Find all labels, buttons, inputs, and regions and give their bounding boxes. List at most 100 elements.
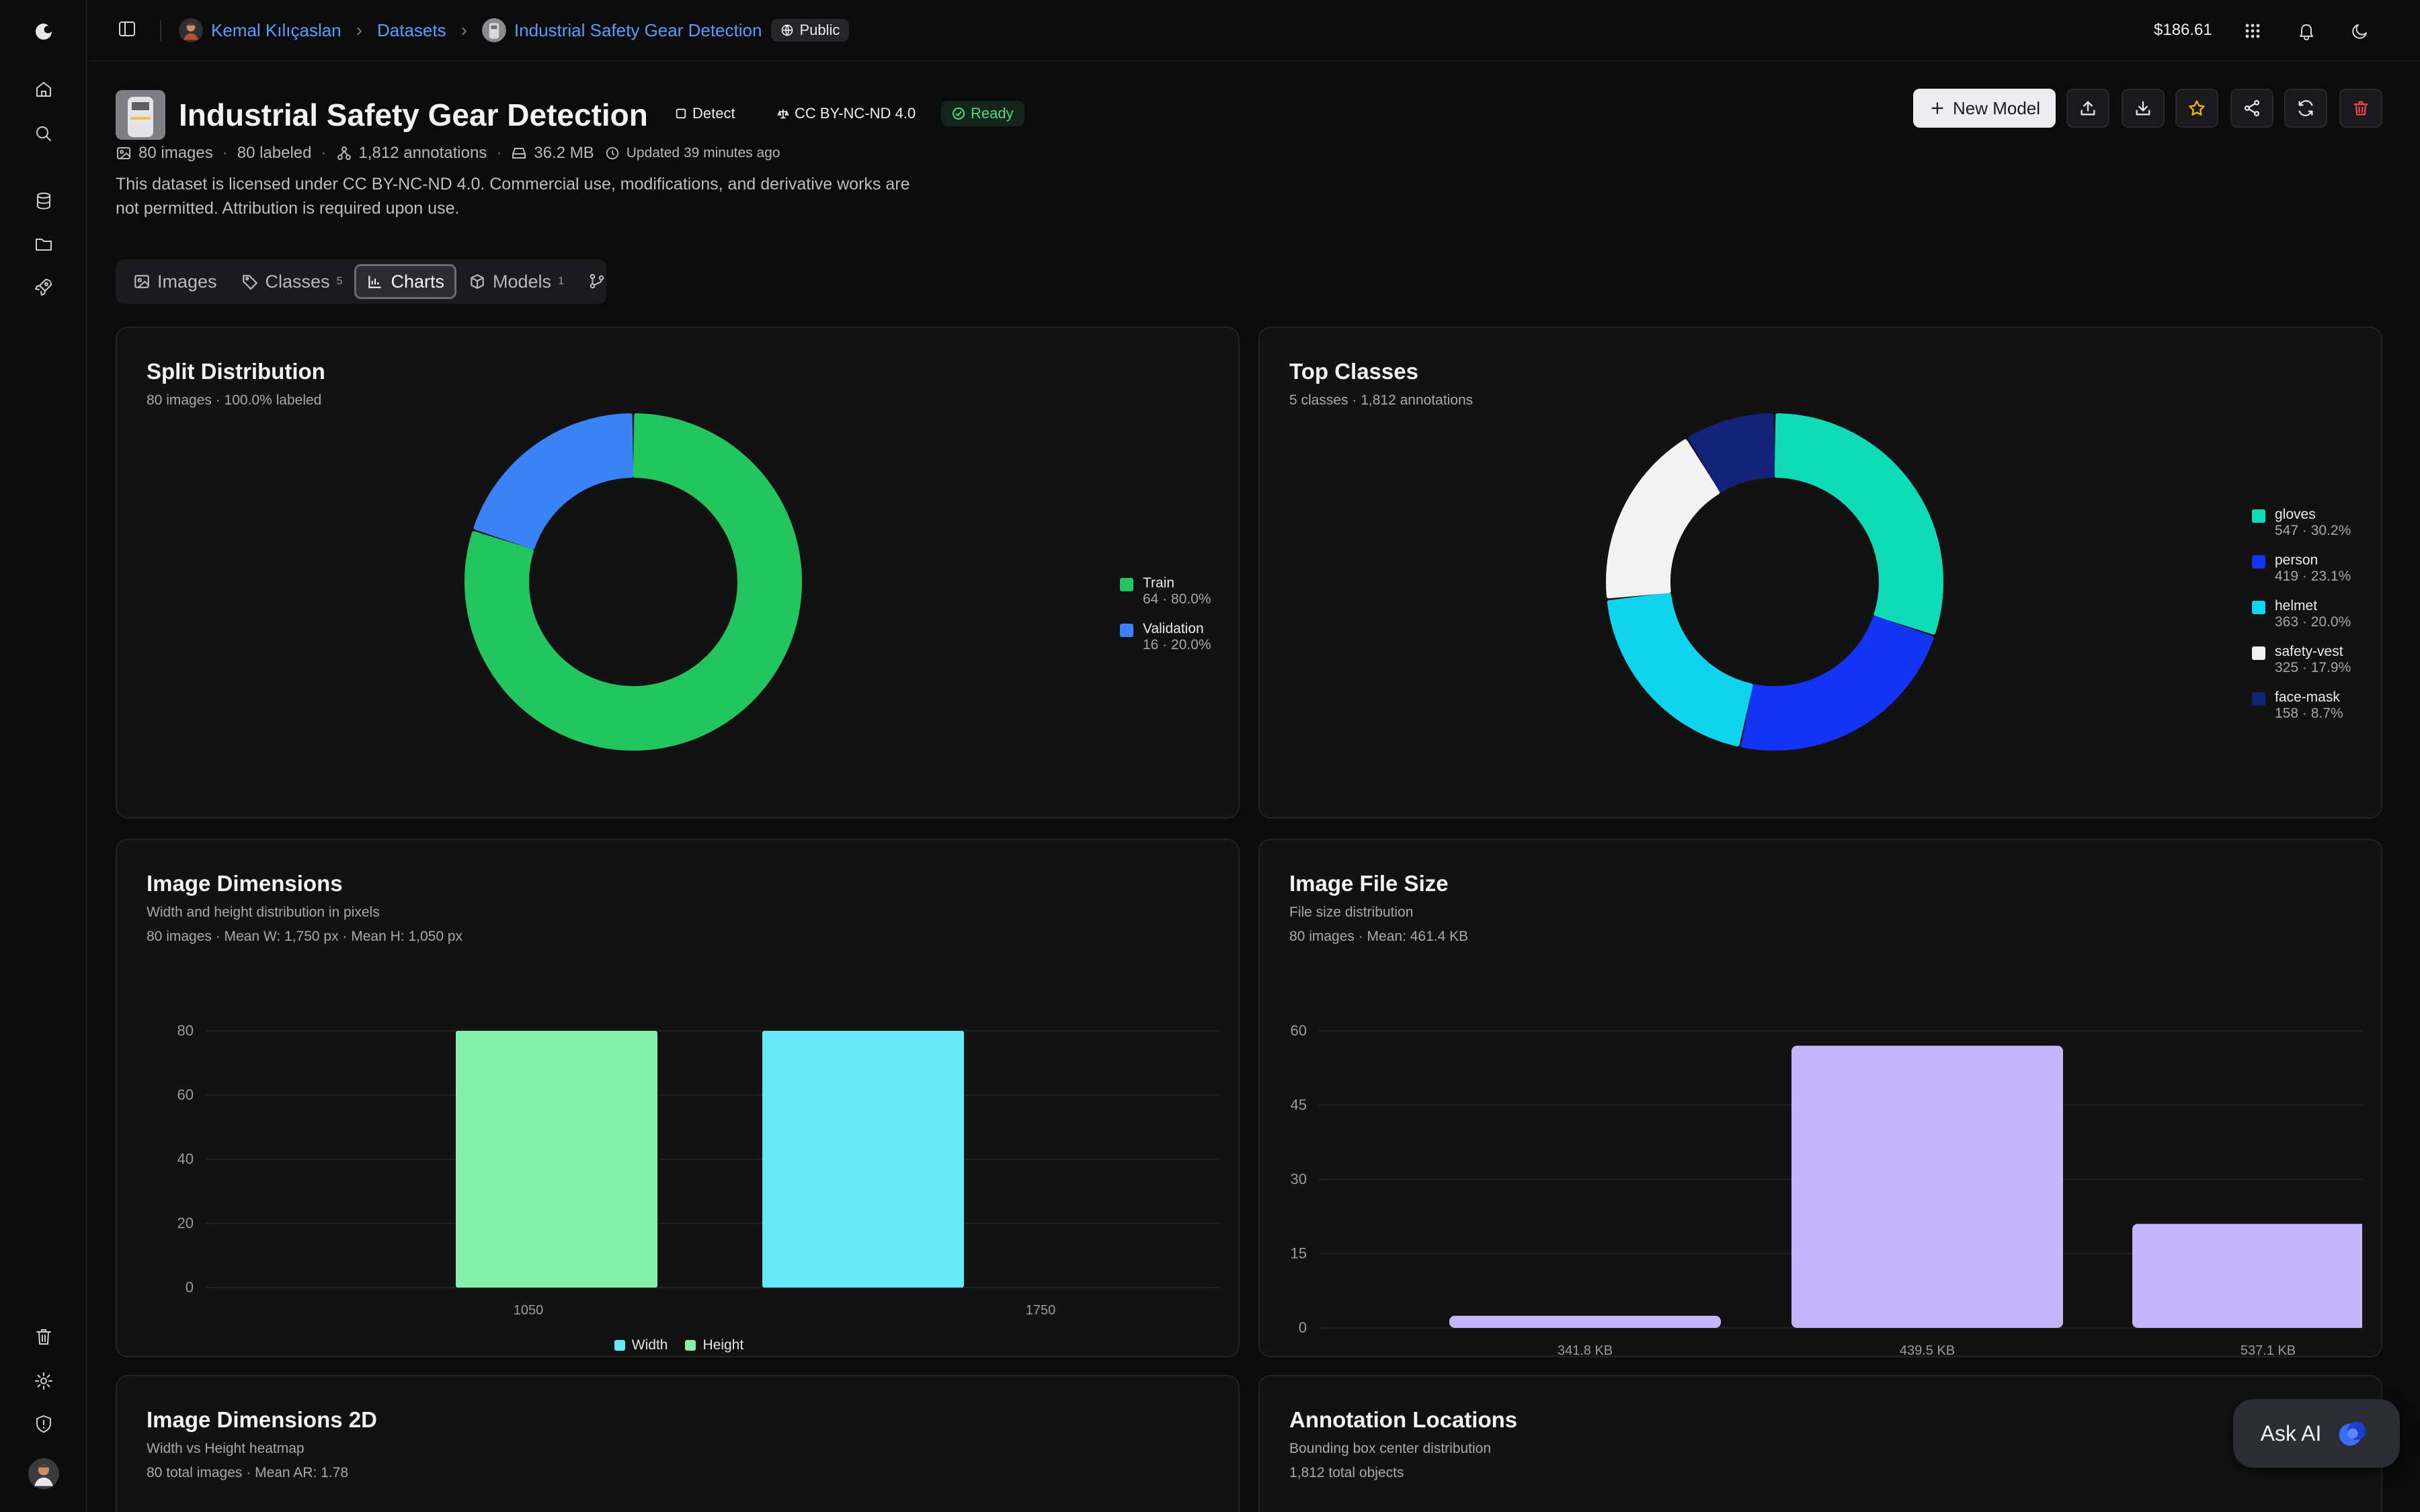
- y-tick-label: 45: [1291, 1097, 1307, 1114]
- bell-icon[interactable]: [2296, 21, 2316, 44]
- visibility-label: Public: [799, 22, 840, 38]
- annotations-count: 1,812 annotations: [358, 144, 487, 162]
- task-badge: Detect: [664, 101, 746, 126]
- legend-item-height: Height: [685, 1337, 743, 1353]
- dataset-thumbnail-large: [116, 90, 165, 140]
- legend-name: helmet: [2275, 598, 2318, 614]
- updated-time: Updated 39 minutes ago: [626, 145, 780, 161]
- ask-ai-button[interactable]: Ask AI: [2233, 1399, 2400, 1468]
- legend-name: safety-vest: [2275, 644, 2343, 659]
- slice-Train[interactable]: [465, 413, 802, 751]
- dimensions-legend: Width Height: [117, 1337, 1241, 1353]
- legend-name: Width: [631, 1337, 668, 1353]
- refresh-button[interactable]: [2284, 89, 2327, 128]
- rocket-icon[interactable]: [26, 269, 62, 305]
- card-subtitle: Bounding box center distribution: [1289, 1441, 1492, 1456]
- trash-icon[interactable]: [26, 1318, 62, 1355]
- classes-legend: gloves 547 · 30.2% person 419 · 23.1% helmet…: [2252, 507, 2351, 735]
- new-model-label: New Model: [1952, 97, 2041, 118]
- tab-count: 5: [336, 276, 343, 287]
- ask-ai-label: Ask AI: [2260, 1421, 2322, 1445]
- breadcrumb-datasets[interactable]: Datasets: [376, 19, 446, 40]
- clock-icon: [606, 146, 618, 160]
- breadcrumb-dataset[interactable]: Industrial Safety Gear Detection: [514, 19, 762, 40]
- image-dimensions-card: Image Dimensions Width and height distri…: [116, 839, 1240, 1357]
- tab-label: Images: [157, 271, 217, 292]
- star-button[interactable]: [2175, 89, 2218, 128]
- bar-height-1050[interactable]: [456, 1031, 657, 1288]
- delete-button[interactable]: [2339, 89, 2382, 128]
- slice-face-mask[interactable]: [1688, 413, 1775, 493]
- bar-width-1750[interactable]: [762, 1031, 964, 1288]
- bar-341.8 KB[interactable]: [1449, 1316, 1721, 1328]
- card-subtitle: 5 classes · 1,812 annotations: [1289, 392, 1474, 408]
- card-stats: 80 images · Mean: 461.4 KB: [1289, 929, 1469, 944]
- legend-item-Validation: Validation 16 · 20.0%: [1120, 621, 1211, 653]
- images-count: 80 images: [138, 144, 213, 162]
- folder-icon[interactable]: [26, 226, 62, 262]
- sidebar-toggle-icon[interactable]: [117, 19, 137, 42]
- share-icon: [2244, 99, 2260, 117]
- breadcrumb-user[interactable]: Kemal Kılıçaslan: [211, 19, 341, 40]
- refresh-icon: [2298, 100, 2313, 116]
- image-dimensions-2d-card: Image Dimensions 2D Width vs Height heat…: [116, 1375, 1240, 1512]
- tab-bar: Images Classes 5 Charts Models 1: [116, 259, 606, 304]
- upload-button[interactable]: [2066, 89, 2109, 128]
- tab-charts[interactable]: Charts: [354, 264, 457, 299]
- slice-Validation[interactable]: [473, 413, 634, 550]
- slice-gloves[interactable]: [1774, 413, 1943, 635]
- home-icon[interactable]: [26, 71, 62, 108]
- image-icon: [117, 147, 130, 159]
- tab-classes[interactable]: Classes 5: [229, 264, 355, 299]
- dataset-description: This dataset is licensed under CC BY-NC-…: [116, 175, 910, 218]
- tab-models[interactable]: Models 1: [456, 264, 576, 299]
- tab-label: Models: [493, 271, 552, 292]
- classes-donut-chart: [1606, 413, 1943, 751]
- tab-branch[interactable]: [576, 264, 618, 299]
- bar-537.1 KB[interactable]: [2132, 1224, 2362, 1328]
- user-avatar[interactable]: [26, 1456, 62, 1492]
- dimensions-bar-chart: 0 20 40 60 80 1050 1750: [177, 1022, 1219, 1318]
- status-badge: Ready: [941, 101, 1024, 126]
- slice-person[interactable]: [1741, 616, 1934, 751]
- share-button[interactable]: [2230, 89, 2273, 128]
- labeled-count: 80 labeled: [237, 144, 312, 162]
- legend-value: 158 · 8.7%: [2275, 706, 2343, 721]
- logo-icon[interactable]: [26, 13, 62, 50]
- git-branch-icon: [590, 274, 604, 289]
- square-icon: [676, 108, 686, 119]
- top-bar: Kemal Kılıçaslan › Datasets › Industrial…: [87, 0, 2420, 62]
- legend-item-width: Width: [614, 1337, 668, 1353]
- legend-value: 547 · 30.2%: [2275, 523, 2351, 538]
- search-icon[interactable]: [26, 116, 62, 152]
- tab-images[interactable]: Images: [121, 264, 229, 299]
- shield-icon[interactable]: [26, 1406, 62, 1442]
- moon-icon[interactable]: [2350, 21, 2370, 44]
- scale-icon: [777, 109, 789, 119]
- gear-icon[interactable]: [26, 1363, 62, 1399]
- apps-grid-icon[interactable]: [2243, 21, 2263, 44]
- legend-swatch: [2252, 692, 2265, 706]
- hard-drive-icon: [512, 148, 526, 159]
- legend-name: person: [2275, 552, 2318, 568]
- globe-icon: [782, 24, 793, 36]
- annotation-locations-card: Annotation Locations Bounding box center…: [1258, 1375, 2382, 1512]
- star-icon: [2189, 100, 2205, 116]
- database-icon[interactable]: [26, 183, 62, 219]
- bar-439.5 KB[interactable]: [1791, 1046, 2063, 1328]
- legend-name: gloves: [2275, 507, 2316, 522]
- check-circle-icon: [953, 108, 965, 120]
- image-icon: [134, 275, 149, 288]
- split-distribution-card: Split Distribution 80 images · 100.0% la…: [116, 327, 1240, 818]
- dataset-size: 36.2 MB: [534, 144, 594, 162]
- upload-icon: [2081, 101, 2095, 116]
- legend-swatch: [2252, 601, 2265, 614]
- new-model-button[interactable]: New Model: [1913, 89, 2056, 128]
- legend-swatch: [2252, 509, 2265, 523]
- slice-safety-vest[interactable]: [1606, 439, 1720, 599]
- balance[interactable]: $186.61: [2154, 21, 2212, 39]
- slice-helmet[interactable]: [1607, 593, 1753, 747]
- card-stats: 1,812 total objects: [1289, 1465, 1404, 1480]
- nodes-icon: [337, 146, 351, 160]
- download-button[interactable]: [2122, 89, 2165, 128]
